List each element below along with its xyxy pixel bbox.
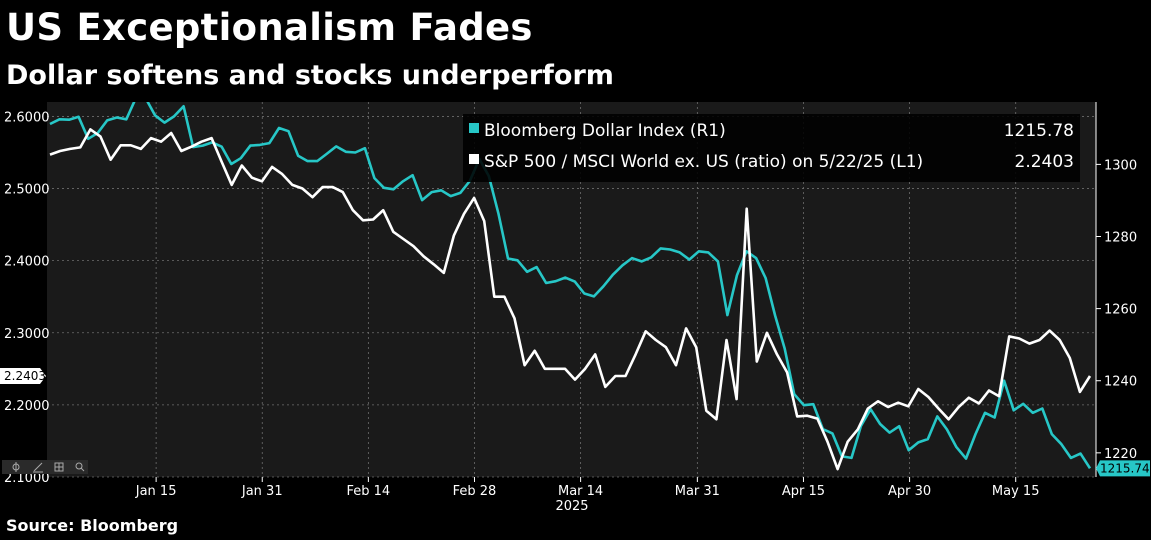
legend: Bloomberg Dollar Index (R1) 1215.78 S&P … [463, 114, 1080, 182]
legend-label-ratio: S&P 500 / MSCI World ex. US (ratio) on 5… [484, 152, 923, 172]
chart-toolbar-bg [2, 460, 88, 474]
chart-subtitle: Dollar softens and stocks underperform [6, 60, 614, 91]
x-axis: Jan 15 Jan 31 Feb 14 Feb 28 Mar 14 Mar 31 Apr … [135, 477, 1040, 499]
right-tick-label: 1280 [1104, 230, 1137, 245]
legend-box [463, 114, 1080, 182]
line-tool-icon[interactable] [33, 462, 43, 473]
table-icon[interactable] [54, 462, 64, 472]
x-tick-label: Mar 31 [675, 484, 720, 499]
right-tick-label: 1220 [1104, 447, 1137, 462]
series-bloomberg-dollar-index [49, 102, 1092, 470]
legend-label-dollar: Bloomberg Dollar Index (R1) [484, 121, 726, 141]
x-axis-year-label: 2025 [555, 499, 588, 514]
left-tag-shape [0, 368, 46, 385]
right-last-value-tag: 1215.74 [1096, 460, 1150, 477]
zoom-icon[interactable] [75, 462, 85, 472]
right-tick-label: 1260 [1104, 303, 1137, 318]
legend-swatch-dollar [469, 123, 479, 133]
legend-value-ratio: 2.2403 [1015, 152, 1074, 172]
left-tick-label: 2.6000 [4, 110, 50, 125]
left-tick-label: 2.4000 [4, 255, 50, 270]
series-sp500-msci-ratio [49, 128, 1092, 471]
legend-swatch-ratio [469, 154, 479, 164]
chart-toolbar [2, 460, 88, 474]
x-tick-label: Feb 28 [453, 484, 497, 499]
source-note: Source: Bloomberg [6, 516, 179, 535]
left-tag-value: 2.2403 [4, 369, 46, 383]
right-tick-label: 1240 [1104, 375, 1137, 390]
legend-value-dollar: 1215.78 [1004, 121, 1074, 141]
chart-title: US Exceptionalism Fades [6, 6, 533, 49]
line-chart: 2.1000 2.2000 2.3000 2.4000 2.5000 2.6000 122… [0, 102, 1150, 514]
right-tag-shape [1096, 460, 1150, 477]
right-tag-value: 1215.74 [1100, 461, 1150, 475]
x-tick-label: Apr 30 [888, 484, 931, 499]
left-tick-label: 2.1000 [4, 471, 50, 486]
left-tick-label: 2.3000 [4, 327, 50, 342]
x-tick-label: May 15 [992, 484, 1040, 499]
right-tick-label: 1300 [1104, 158, 1137, 173]
x-tick-label: Feb 14 [347, 484, 391, 499]
x-tick-label: Apr 15 [782, 484, 825, 499]
right-axis: 122012401260128013001320 [1095, 102, 1137, 477]
left-tick-label: 2.2000 [4, 399, 50, 414]
left-tick-label: 2.5000 [4, 183, 50, 198]
x-tick-label: Jan 15 [135, 484, 177, 499]
left-axis: 2.1000 2.2000 2.3000 2.4000 2.5000 2.6000 [4, 110, 50, 486]
x-tick-label: Mar 14 [558, 484, 603, 499]
left-last-value-tag: 2.2403 [0, 368, 46, 385]
x-tick-label: Jan 31 [241, 484, 283, 499]
crosshair-icon[interactable] [12, 462, 20, 472]
